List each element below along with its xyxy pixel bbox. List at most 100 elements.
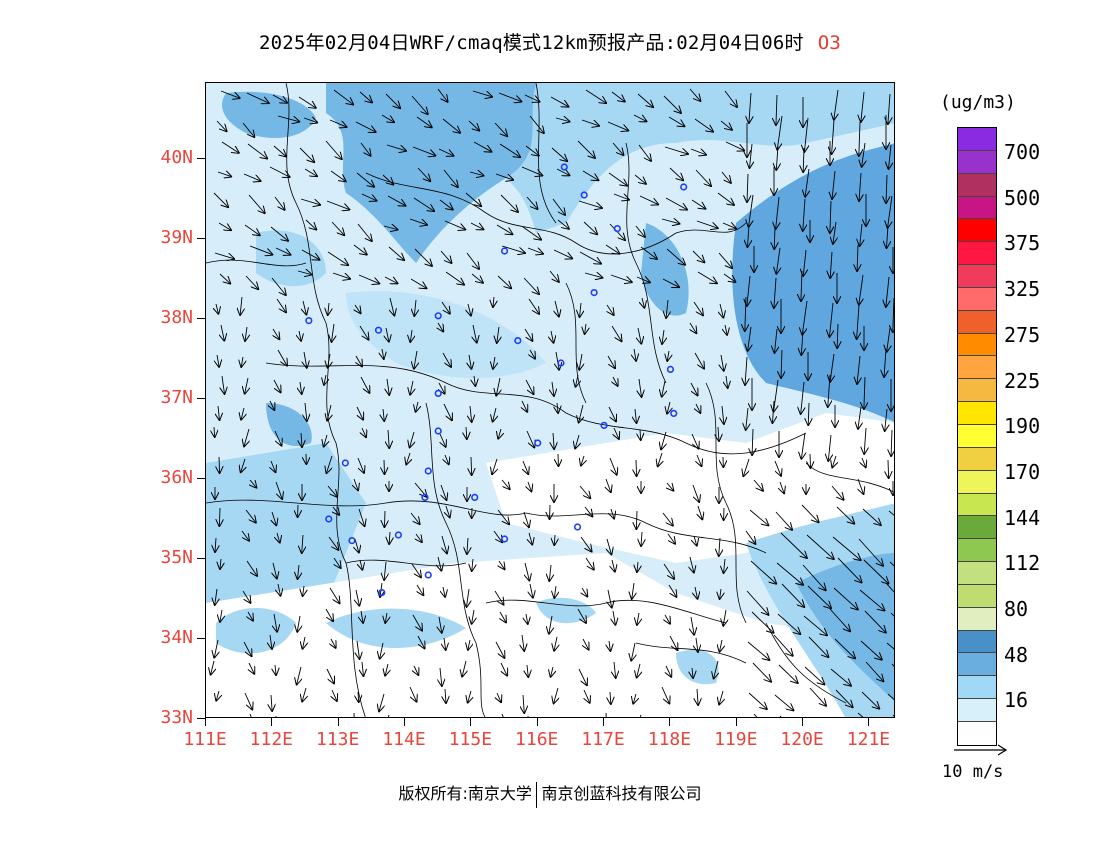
wind-arrow [661, 431, 666, 449]
wind-arrow [305, 402, 307, 421]
wind-arrow [353, 244, 367, 255]
wind-arrow [444, 637, 446, 650]
legend-swatch [958, 607, 996, 631]
longitude-label: 121E [846, 729, 891, 750]
wind-arrow [748, 326, 751, 351]
legend-swatch [958, 493, 996, 517]
longitude-label: 111E [183, 729, 227, 750]
wind-arrow [304, 168, 317, 176]
wind-arrow [668, 584, 676, 597]
wind-arrow [492, 458, 497, 474]
legend-tick-label: 48 [1004, 642, 1029, 667]
wind-arrow [220, 558, 221, 569]
wind-arrow [526, 430, 534, 447]
wind-arrow [474, 375, 475, 386]
wind-arrow [862, 142, 865, 167]
legend-swatch [958, 402, 996, 425]
wind-arrow [636, 459, 637, 476]
legend-swatch [958, 379, 996, 403]
wind-arrow [857, 244, 858, 271]
wind-arrow [410, 431, 414, 447]
wind-arrow [360, 142, 371, 156]
wind-arrow [667, 533, 675, 544]
wind-arrow [357, 640, 360, 659]
wind-arrow [690, 149, 706, 155]
wind-arrow [637, 561, 638, 572]
wind-arrow [576, 374, 578, 387]
longitude-tick [470, 718, 472, 726]
wind-arrow [781, 583, 804, 607]
wind-arrow [440, 250, 451, 263]
wind-arrow [329, 587, 340, 603]
wind-arrow [550, 96, 568, 107]
wind-arrow [753, 479, 763, 491]
wind-arrow [864, 427, 866, 454]
wind-arrow [888, 510, 894, 516]
wind-arrow [549, 615, 552, 634]
wind-arrow [829, 608, 850, 631]
wind-arrow [635, 408, 636, 423]
wind-arrow [269, 166, 290, 177]
legend-swatch [958, 265, 996, 288]
wind-arrow [382, 174, 393, 185]
wind-arrow [301, 249, 319, 260]
wind-arrow [411, 563, 421, 577]
monitoring-station-marker [590, 289, 598, 297]
wind-arrow [215, 588, 217, 605]
wind-arrow [605, 244, 619, 254]
wind-arrow [356, 589, 359, 606]
wind-arrow [497, 692, 501, 702]
wind-arrow [748, 692, 767, 709]
longitude-tick [735, 718, 737, 726]
legend-tick-label: 275 [1004, 322, 1041, 347]
wind-arrow [303, 585, 304, 596]
legend-swatch [958, 562, 996, 585]
wind-arrow [326, 200, 349, 210]
latitude-label: 38N [160, 307, 193, 328]
longitude-label: 116E [515, 729, 559, 750]
wind-arrow [667, 401, 670, 414]
monitoring-station-marker [666, 365, 675, 374]
wind-arrow [803, 198, 805, 231]
wind-arrow [219, 273, 230, 284]
wind-arrow [240, 296, 242, 315]
wind-arrow [498, 428, 501, 439]
wind-arrow [724, 90, 737, 107]
wind-arrow [835, 689, 853, 707]
monitoring-station-marker [560, 163, 568, 171]
wind-arrow [359, 325, 368, 340]
wind-arrow [297, 666, 301, 684]
monitoring-station-marker [670, 409, 678, 418]
wind-arrow [389, 531, 390, 544]
wind-arrow [631, 642, 635, 661]
wind-arrow [438, 322, 443, 331]
wind-arrow [410, 329, 412, 342]
wind-arrow [530, 583, 533, 598]
wind-reference-label: 10 m/s [942, 762, 1004, 782]
wind-arrow [221, 324, 224, 341]
wind-arrow [276, 298, 286, 312]
wind-arrow [718, 252, 732, 268]
wind-arrow [328, 536, 338, 550]
longitude-tick [868, 718, 870, 726]
wind-arrow [271, 460, 275, 472]
wind-arrow [216, 690, 219, 701]
wind-arrow [639, 195, 658, 204]
wind-vectors [210, 88, 894, 717]
legend-swatch [958, 470, 996, 494]
wind-arrow [776, 196, 779, 229]
wind-arrow [582, 170, 598, 180]
wind-arrow [528, 298, 539, 314]
wind-arrow [556, 351, 559, 370]
wind-arrow [360, 376, 369, 393]
wind-arrow [526, 613, 528, 624]
wind-arrow [584, 506, 592, 516]
wind-arrow [360, 559, 362, 570]
monitoring-station-marker [613, 225, 621, 233]
wind-arrow [804, 117, 808, 152]
legend-swatch [958, 653, 996, 677]
monitoring-station-marker [348, 537, 356, 545]
wind-arrow [614, 427, 619, 439]
wind-arrow [581, 455, 584, 466]
legend-swatch [958, 150, 996, 174]
